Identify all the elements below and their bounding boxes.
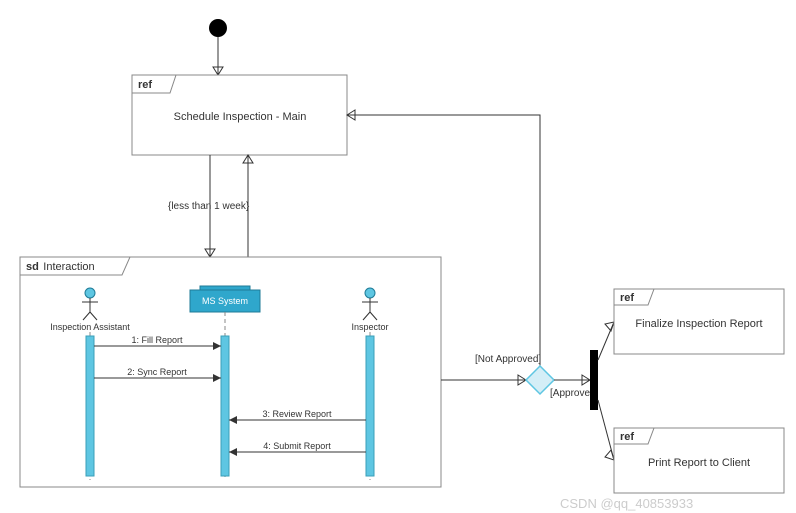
ms-system-box: MS System	[190, 286, 260, 312]
svg-text:1: Fill Report: 1: Fill Report	[131, 335, 183, 345]
ref-finalize-title: Finalize Inspection Report	[635, 318, 762, 330]
interaction-overview-diagram: ref Schedule Inspection - Main {less tha…	[0, 0, 796, 513]
ms-system-label: MS System	[202, 296, 248, 306]
ref-tag: ref	[620, 292, 634, 304]
edge-main-to-sd: {less than 1 week}	[168, 155, 253, 257]
time-constraint-label: {less than 1 week}	[168, 201, 250, 212]
ref-print-title: Print Report to Client	[648, 457, 750, 469]
ref-finalize-report: ref Finalize Inspection Report	[614, 289, 784, 354]
watermark: CSDN @qq_40853933	[560, 496, 693, 511]
fork-bar	[590, 350, 598, 410]
svg-text:2: Sync Report: 2: Sync Report	[127, 367, 187, 377]
edge-fork-to-finalize	[598, 322, 614, 360]
initial-node	[209, 19, 227, 37]
actor-assistant-label: Inspection Assistant	[50, 322, 130, 332]
activation-ms	[221, 336, 229, 476]
sd-interaction-frame: sd Interaction Inspection Assistant MS S…	[20, 257, 441, 487]
svg-text:3: Review Report: 3: Review Report	[262, 409, 332, 419]
edge-fork-to-print	[598, 400, 614, 460]
actor-inspector-label: Inspector	[351, 322, 388, 332]
ref-tag: ref	[620, 431, 634, 443]
svg-text:4: Submit Report: 4: Submit Report	[263, 441, 331, 451]
ref-schedule-inspection-main: ref Schedule Inspection - Main	[132, 75, 347, 155]
activation-inspector	[366, 336, 374, 476]
guard-not-approved: [Not Approved]	[475, 354, 541, 365]
edge-sd-to-decision	[441, 375, 526, 385]
ref-main-title: Schedule Inspection - Main	[174, 111, 307, 123]
ref-print-report: ref Print Report to Client	[614, 428, 784, 493]
activation-assistant	[86, 336, 94, 476]
ref-tag: ref	[138, 79, 152, 91]
